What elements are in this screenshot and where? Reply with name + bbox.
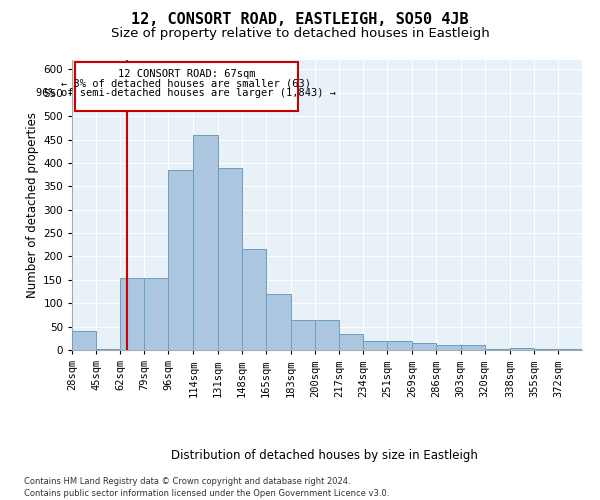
Bar: [291, 320, 315, 350]
Bar: [363, 340, 387, 350]
Bar: [412, 343, 436, 350]
Bar: [510, 348, 534, 350]
Bar: [144, 278, 168, 350]
Bar: [436, 346, 461, 350]
Bar: [168, 170, 193, 350]
Text: 12 CONSORT ROAD: 67sqm: 12 CONSORT ROAD: 67sqm: [118, 70, 255, 80]
Bar: [218, 168, 242, 350]
Bar: [534, 349, 558, 350]
Text: ← 3% of detached houses are smaller (63): ← 3% of detached houses are smaller (63): [61, 78, 311, 88]
Bar: [72, 332, 96, 350]
Bar: [461, 346, 485, 350]
Text: Contains public sector information licensed under the Open Government Licence v3: Contains public sector information licen…: [24, 489, 389, 498]
Bar: [485, 349, 510, 350]
Bar: [387, 340, 412, 350]
Bar: [193, 135, 218, 350]
Bar: [96, 349, 120, 350]
FancyBboxPatch shape: [75, 62, 298, 112]
Bar: [339, 334, 363, 350]
Bar: [242, 250, 266, 350]
Bar: [266, 294, 291, 350]
Text: Distribution of detached houses by size in Eastleigh: Distribution of detached houses by size …: [170, 450, 478, 462]
Text: 12, CONSORT ROAD, EASTLEIGH, SO50 4JB: 12, CONSORT ROAD, EASTLEIGH, SO50 4JB: [131, 12, 469, 28]
Bar: [120, 278, 144, 350]
Text: Contains HM Land Registry data © Crown copyright and database right 2024.: Contains HM Land Registry data © Crown c…: [24, 478, 350, 486]
Text: 96% of semi-detached houses are larger (1,843) →: 96% of semi-detached houses are larger (…: [37, 88, 337, 98]
Text: Size of property relative to detached houses in Eastleigh: Size of property relative to detached ho…: [110, 28, 490, 40]
Bar: [558, 349, 582, 350]
Y-axis label: Number of detached properties: Number of detached properties: [26, 112, 39, 298]
Bar: [315, 320, 339, 350]
